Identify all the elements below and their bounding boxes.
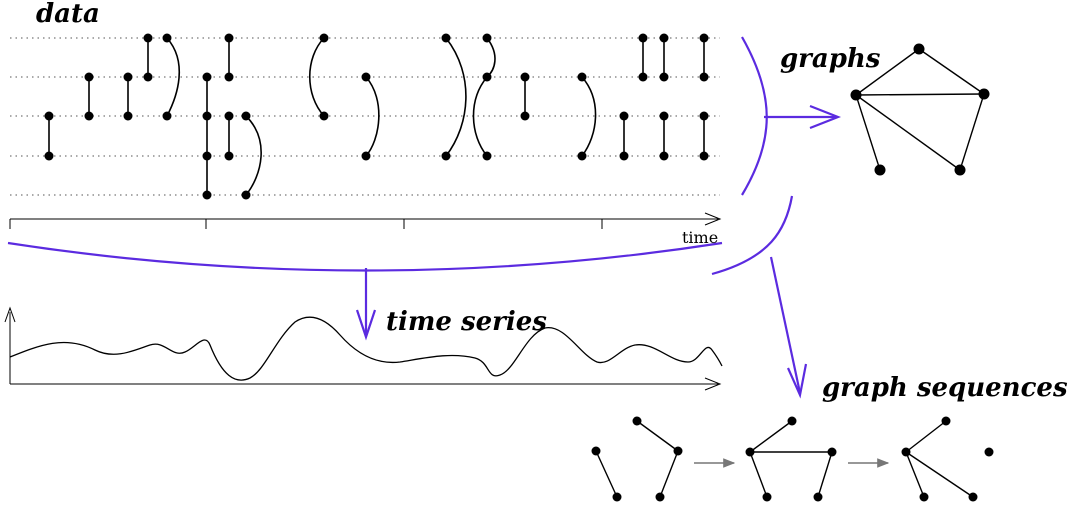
graph-nodes <box>850 43 990 176</box>
time-axis <box>9 212 722 229</box>
graph-edges <box>855 48 985 171</box>
data-panel: data <box>9 0 722 247</box>
sequence-graph-1 <box>591 416 683 502</box>
contact-edges <box>48 37 705 196</box>
sequence-graph-2 <box>745 416 837 502</box>
time-series-panel: time series <box>4 306 723 391</box>
transform-arrows <box>7 36 842 399</box>
arrow-to-graph-sequences-icon <box>786 363 808 399</box>
time-series-label: time series <box>386 307 547 337</box>
graphs-panel: graphs <box>780 43 990 176</box>
time-series-axes <box>4 306 722 391</box>
contact-nodes <box>44 33 709 200</box>
arrow-to-graphs-icon <box>809 104 842 130</box>
graphs-label: graphs <box>780 44 881 74</box>
graph-sequences-panel: graph sequences <box>591 373 1068 502</box>
bracket-to-graph-sequences <box>711 195 794 276</box>
time-axis-label: time <box>682 228 718 247</box>
data-label: data <box>36 0 100 29</box>
time-series-curve <box>9 316 723 381</box>
graph-sequences-label: graph sequences <box>822 373 1068 403</box>
data-grid-lines <box>10 37 720 196</box>
bracket-to-time-series <box>7 241 723 272</box>
bracket-to-graphs <box>741 36 768 196</box>
sequence-graph-3 <box>901 416 994 502</box>
arrow-to-time-series-icon <box>355 309 377 341</box>
